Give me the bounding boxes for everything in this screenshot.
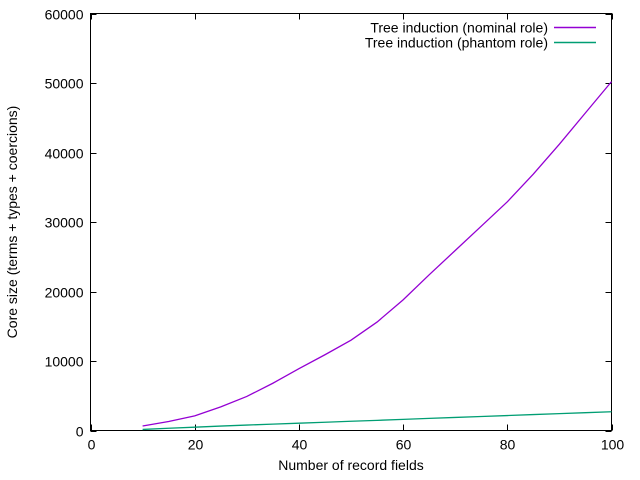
x-tick-label: 0 bbox=[88, 437, 96, 453]
y-axis-label: Core size (terms + types + coercions) bbox=[4, 106, 20, 339]
x-tick-label: 60 bbox=[396, 437, 412, 453]
legend-label: Tree induction (phantom role) bbox=[365, 35, 548, 51]
series-line-phantom bbox=[142, 411, 612, 431]
x-tick-label: 20 bbox=[188, 437, 204, 453]
legend-label: Tree induction (nominal role) bbox=[370, 20, 548, 36]
x-tick-label: 100 bbox=[601, 437, 625, 453]
y-tick-label: 0 bbox=[76, 424, 84, 440]
y-tick-label: 50000 bbox=[45, 76, 84, 92]
y-tick-label: 10000 bbox=[45, 354, 84, 370]
plot-border bbox=[90, 13, 612, 431]
y-tick-label: 20000 bbox=[45, 285, 84, 301]
x-tick-label: 40 bbox=[292, 437, 308, 453]
series-line-nominal bbox=[142, 81, 612, 427]
x-tick-label: 80 bbox=[500, 437, 516, 453]
y-tick-label: 60000 bbox=[45, 7, 84, 23]
x-axis-label: Number of record fields bbox=[278, 457, 424, 473]
y-tick-label: 30000 bbox=[45, 215, 84, 231]
y-tick-label: 40000 bbox=[45, 146, 84, 162]
